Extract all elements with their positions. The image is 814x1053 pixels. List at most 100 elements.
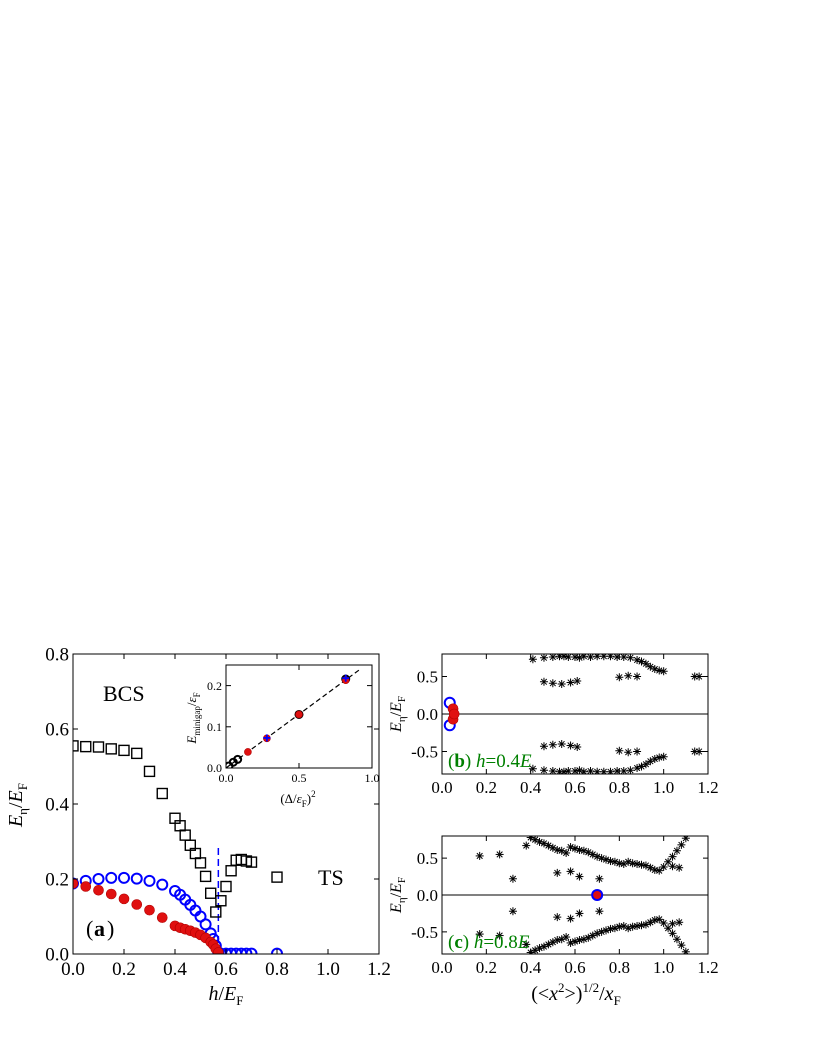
asterisk-point bbox=[677, 840, 686, 849]
open-circle-point bbox=[92, 873, 105, 885]
y-tick-label: 0.6 bbox=[45, 720, 69, 741]
panel-b-ylabel-den-sub: F bbox=[396, 696, 408, 702]
data-layer bbox=[226, 668, 361, 768]
panel-c-ylabel: Eη/EF bbox=[388, 877, 408, 914]
panel-a-xlabel-den: E bbox=[223, 983, 236, 1005]
asterisk-point bbox=[508, 874, 517, 883]
open-square-point bbox=[131, 747, 143, 760]
asterisk-point bbox=[626, 766, 635, 774]
panel-c-ylabel-den: E bbox=[388, 883, 405, 894]
open-square-point bbox=[210, 906, 222, 918]
asterisk-point bbox=[659, 752, 668, 761]
open-square-point bbox=[73, 740, 79, 752]
panel-c-xlabel-den-sub: F bbox=[614, 993, 621, 1008]
panel-c-xlabel: (<x2>)1/2/xF bbox=[531, 980, 621, 1008]
asterisk-point bbox=[557, 740, 566, 748]
open-square-point bbox=[118, 744, 130, 757]
filled-circle-point bbox=[80, 881, 92, 892]
panel-b-tag-unit: E bbox=[519, 751, 532, 772]
asterisk-point bbox=[575, 872, 584, 881]
filled-circle-point bbox=[156, 912, 168, 923]
filled-circle-point bbox=[118, 893, 130, 905]
asterisk-point bbox=[528, 764, 537, 773]
filled-circle-point bbox=[448, 708, 460, 720]
asterisk-point bbox=[668, 919, 677, 928]
x-tick-label: 0.0 bbox=[219, 771, 234, 785]
filled-circle-point bbox=[244, 748, 252, 756]
open-circle-point bbox=[130, 872, 143, 885]
panel-c-ylabel-sub: η bbox=[396, 897, 408, 903]
x-tick-label: 0.5 bbox=[292, 771, 307, 785]
y-tick-label: 0.1 bbox=[207, 720, 222, 734]
panel-a-ylabel-den: E bbox=[5, 790, 27, 803]
panel-c-xlabel-exp: 1/2 bbox=[582, 980, 599, 995]
asterisk-point bbox=[566, 741, 575, 750]
asterisk-point bbox=[495, 850, 504, 859]
panel-a-ylabel-var: E bbox=[5, 815, 27, 828]
asterisk-point bbox=[633, 747, 642, 756]
x-tick-label: 0.6 bbox=[214, 959, 238, 980]
asterisk-point bbox=[672, 935, 681, 944]
panel-b: 0.0 0.2 0.4 0.6 0.8 1.0 1.2-0.50.00.5 Eη/EF (b… bbox=[388, 653, 719, 797]
asterisk-point bbox=[668, 929, 677, 938]
open-circle-point bbox=[591, 889, 604, 901]
inset-tick-labels: 0.0 0.5 1.0 0.0 0.1 0.2 bbox=[207, 679, 380, 785]
asterisk-point bbox=[659, 667, 668, 676]
x-tick-label: 0.2 bbox=[112, 959, 136, 980]
inset-plot: 0.0 0.5 1.00.00.10.2 Eminigap/εF (Δ/εF)2 bbox=[184, 664, 380, 809]
asterisk-point bbox=[562, 848, 571, 857]
asterisk-point bbox=[675, 918, 684, 927]
asterisk-point bbox=[566, 867, 575, 876]
panel-b-ticks bbox=[441, 654, 709, 774]
panel-c-xlabel-var: x bbox=[548, 983, 558, 1005]
y-tick-label: 0.0 bbox=[207, 761, 222, 775]
asterisk-point bbox=[528, 655, 537, 664]
asterisk-point bbox=[557, 680, 566, 688]
asterisk-point bbox=[575, 935, 584, 944]
x-tick-label: 1.0 bbox=[316, 959, 340, 980]
asterisk-point bbox=[672, 846, 681, 855]
asterisk-point bbox=[633, 672, 642, 681]
panel-a-ylabel-den-sub: F bbox=[15, 783, 30, 790]
asterisk-point bbox=[539, 677, 548, 686]
panel-a-tag-open: ( bbox=[86, 916, 93, 941]
asterisk-point bbox=[579, 654, 588, 661]
inset-xlabel: (Δ/εF)2 bbox=[280, 789, 315, 809]
panel-c-ylabel-den-sub: F bbox=[396, 877, 408, 883]
panel-b-ylabel-sep: / bbox=[388, 711, 405, 716]
y-tick-label: 0.0 bbox=[417, 886, 438, 905]
panel-c-tag: (c) h=0.8E bbox=[448, 932, 530, 953]
asterisk-point bbox=[553, 868, 562, 877]
asterisk-point bbox=[566, 914, 575, 923]
open-square-point bbox=[245, 856, 258, 868]
x-tick-label: 0.4 bbox=[163, 959, 187, 980]
asterisk-point bbox=[562, 933, 571, 942]
panel-c-plot-area bbox=[442, 836, 708, 954]
filled-circle-point bbox=[131, 899, 143, 910]
panel-c-xlabel-open: (< bbox=[531, 983, 549, 1005]
ts-region-label: TS bbox=[318, 865, 344, 890]
panel-a-tag: ( a ) bbox=[86, 916, 114, 941]
x-tick-label: 1.0 bbox=[653, 958, 674, 977]
panel-b-tick-labels: 0.0 0.2 0.4 0.6 0.8 1.0 1.2 -0.5 0.0 0.5 bbox=[411, 667, 719, 797]
asterisk-point bbox=[573, 677, 582, 685]
bcs-region-label: BCS bbox=[103, 681, 145, 706]
y-tick-label: 0.2 bbox=[207, 679, 222, 693]
panel-c-tick-labels: 0.0 0.2 0.4 0.6 0.8 1.0 1.2 -0.5 0.0 0.5 bbox=[411, 849, 719, 977]
inset-xlabel-den: ε bbox=[297, 791, 303, 806]
inset-ylabel: Eminigap/εF bbox=[184, 692, 202, 744]
inset-ylabel-sep: / bbox=[184, 702, 199, 706]
open-square-point bbox=[271, 871, 283, 883]
y-tick-label: 0.2 bbox=[45, 870, 69, 891]
asterisk-point bbox=[553, 935, 562, 944]
panel-a-xlabel-sep: / bbox=[218, 983, 224, 1005]
asterisk-point bbox=[637, 921, 646, 930]
asterisk-point bbox=[539, 742, 548, 751]
asterisk-point bbox=[595, 874, 604, 883]
x-tick-label: 1.2 bbox=[367, 959, 391, 980]
asterisk-point bbox=[522, 841, 531, 850]
panel-c-tag-open: ( bbox=[448, 932, 454, 953]
filled-circle-point bbox=[213, 947, 224, 954]
panel-c: 0.0 0.2 0.4 0.6 0.8 1.0 1.2-0.50.00.5 Eη/EF (<… bbox=[388, 835, 719, 1008]
